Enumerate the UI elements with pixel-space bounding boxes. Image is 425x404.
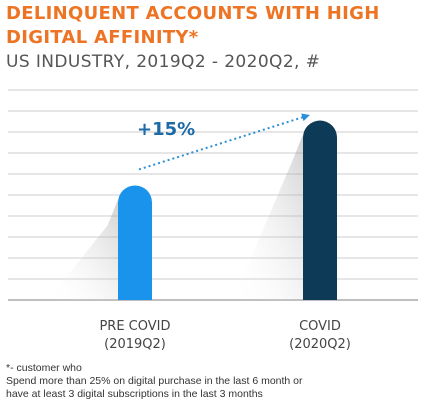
footnote: *- customer who Spend more than 25% on d… <box>6 362 421 401</box>
category-label-line: (2020Q2) <box>289 337 351 352</box>
bar-covid-shadow <box>233 134 303 300</box>
footnote-line: *- customer who <box>6 362 82 374</box>
bar-shadows <box>48 134 303 300</box>
footnote-line: have at least 3 digital subscriptions in… <box>6 388 263 400</box>
growth-annotation: +15% <box>137 119 195 140</box>
bars <box>118 120 337 300</box>
category-label-pre-covid: PRE COVID (2019Q2) <box>65 318 205 354</box>
category-label-covid: COVID (2020Q2) <box>250 318 390 354</box>
category-label-line: (2019Q2) <box>104 337 166 352</box>
bar-covid <box>303 120 337 300</box>
bar-pre-covid <box>118 185 152 300</box>
category-label-line: PRE COVID <box>99 319 171 334</box>
category-label-line: COVID <box>299 319 341 334</box>
footnote-line: Spend more than 25% on digital purchase … <box>6 375 303 387</box>
chart-subtitle: US INDUSTRY, 2019Q2 - 2020Q2, # <box>6 52 321 72</box>
bar-pre-covid-shadow <box>48 199 118 300</box>
chart-title: DELINQUENT ACCOUNTS WITH HIGH DIGITAL AF… <box>6 3 380 48</box>
gridlines <box>8 89 418 301</box>
